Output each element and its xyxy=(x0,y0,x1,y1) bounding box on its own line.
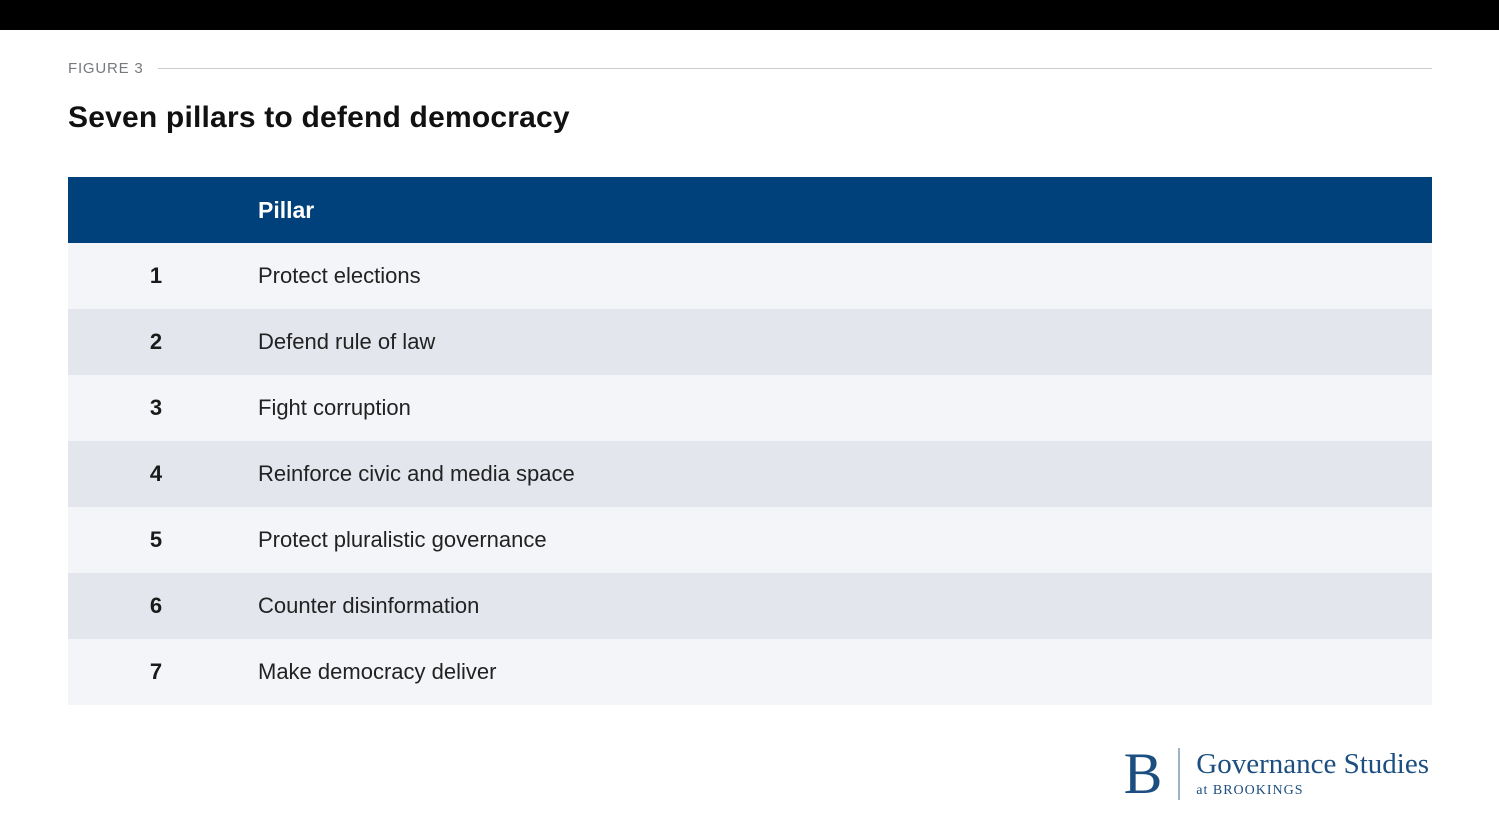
figure-rule-line xyxy=(157,68,1432,69)
figure-title: Seven pillars to defend democracy xyxy=(68,101,570,134)
table-row: 1 Protect elections xyxy=(68,243,1432,309)
logo-divider xyxy=(1178,748,1181,800)
row-pillar-text: Make democracy deliver xyxy=(258,659,497,684)
row-pillar-text: Protect elections xyxy=(258,263,421,288)
header-pillar-cell: Pillar xyxy=(258,196,315,223)
pillar-table: Pillar 1 Protect elections 2 Defend rule of… xyxy=(68,177,1432,705)
table-row: 4 Reinforce civic and media space xyxy=(68,441,1432,507)
row-number: 5 xyxy=(149,527,163,552)
top-black-bar xyxy=(0,0,1499,30)
row-pillar-text: Defend rule of law xyxy=(258,329,436,354)
row-number: 2 xyxy=(149,329,163,354)
row-pillar-text: Reinforce civic and media space xyxy=(258,461,575,486)
table-row: 3 Fight corruption xyxy=(68,375,1432,441)
row-pillar-text: Counter disinformation xyxy=(258,593,480,618)
table-row: 2 Defend rule of law xyxy=(68,309,1432,375)
row-number: 3 xyxy=(149,395,163,420)
row-number: 4 xyxy=(149,461,163,486)
row-number: 1 xyxy=(149,263,163,288)
brookings-b-logo-icon: B xyxy=(1123,741,1163,806)
row-pillar-text: Fight corruption xyxy=(258,395,411,420)
figure-content: FIGURE 3 Seven pillars to defend democra… xyxy=(0,30,1499,705)
row-pillar-text: Protect pluralistic governance xyxy=(258,527,547,552)
row-number: 7 xyxy=(149,659,163,684)
table-row: 6 Counter disinformation xyxy=(68,573,1432,639)
brookings-logo: B Governance Studies at BROOKINGS xyxy=(1124,745,1429,803)
row-number: 6 xyxy=(149,593,163,618)
logo-program-name: Governance Studies xyxy=(1196,748,1429,781)
table-body: 1 Protect elections 2 Defend rule of law 3 Fi… xyxy=(68,243,1432,705)
table-header-row: Pillar xyxy=(68,177,1432,243)
logo-subtitle: at BROOKINGS xyxy=(1196,782,1304,798)
figure-label-row: FIGURE 3 xyxy=(68,60,1432,77)
table-row: 5 Protect pluralistic governance xyxy=(68,507,1432,573)
figure-label: FIGURE 3 xyxy=(68,60,144,77)
table-row: 7 Make democracy deliver xyxy=(68,639,1432,705)
logo-text-block: Governance Studies at BROOKINGS xyxy=(1196,748,1429,799)
